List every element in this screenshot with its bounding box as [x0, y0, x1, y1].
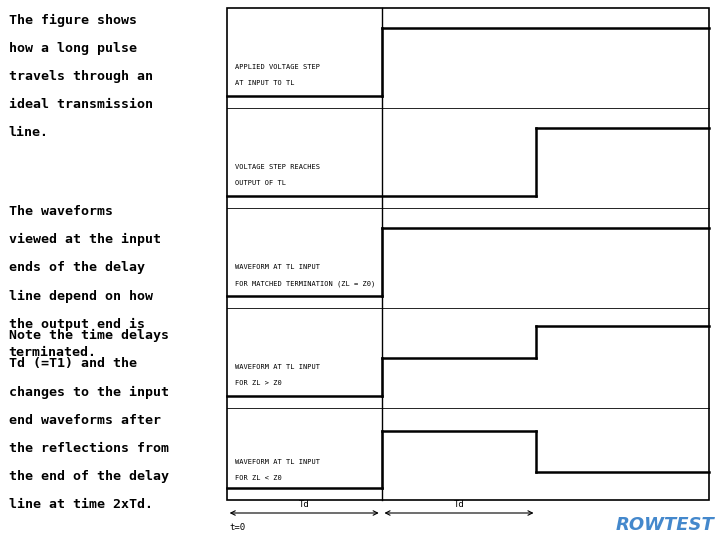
Text: WAVEFORM AT TL INPUT: WAVEFORM AT TL INPUT	[235, 459, 320, 465]
Text: Note the time delays: Note the time delays	[9, 329, 168, 342]
Text: FOR MATCHED TERMINATION (ZL = Z0): FOR MATCHED TERMINATION (ZL = Z0)	[235, 280, 376, 287]
Text: the reflections from: the reflections from	[9, 442, 168, 455]
Text: WAVEFORM AT TL INPUT: WAVEFORM AT TL INPUT	[235, 264, 320, 270]
Text: viewed at the input: viewed at the input	[9, 233, 161, 246]
Text: the output end is: the output end is	[9, 318, 145, 330]
Text: changes to the input: changes to the input	[9, 386, 168, 399]
Text: AT INPUT TO TL: AT INPUT TO TL	[235, 80, 295, 86]
Text: ideal transmission: ideal transmission	[9, 98, 153, 111]
Text: ends of the delay: ends of the delay	[9, 261, 145, 274]
Text: The waveforms: The waveforms	[9, 205, 112, 218]
Text: line at time 2xTd.: line at time 2xTd.	[9, 498, 153, 511]
Text: APPLIED VOLTAGE STEP: APPLIED VOLTAGE STEP	[235, 64, 320, 70]
Text: Td: Td	[454, 500, 464, 509]
Text: how a long pulse: how a long pulse	[9, 42, 137, 55]
Text: line depend on how: line depend on how	[9, 289, 153, 302]
Text: VOLTAGE STEP REACHES: VOLTAGE STEP REACHES	[235, 164, 320, 170]
Text: ROWTEST: ROWTEST	[616, 516, 714, 534]
Text: Td: Td	[299, 500, 310, 509]
Text: FOR ZL > Z0: FOR ZL > Z0	[235, 380, 282, 386]
Text: end waveforms after: end waveforms after	[9, 414, 161, 427]
Text: the end of the delay: the end of the delay	[9, 470, 168, 483]
Text: OUTPUT OF TL: OUTPUT OF TL	[235, 180, 287, 186]
Text: travels through an: travels through an	[9, 70, 153, 83]
Text: t=0: t=0	[230, 523, 246, 532]
Text: FOR ZL < Z0: FOR ZL < Z0	[235, 475, 282, 481]
Bar	[227, 8, 709, 500]
Text: line.: line.	[9, 126, 49, 139]
Text: WAVEFORM AT TL INPUT: WAVEFORM AT TL INPUT	[235, 364, 320, 370]
Text: terminated.: terminated.	[9, 346, 96, 359]
Text: The figure shows: The figure shows	[9, 14, 137, 26]
Text: Td (=T1) and the: Td (=T1) and the	[9, 357, 137, 370]
